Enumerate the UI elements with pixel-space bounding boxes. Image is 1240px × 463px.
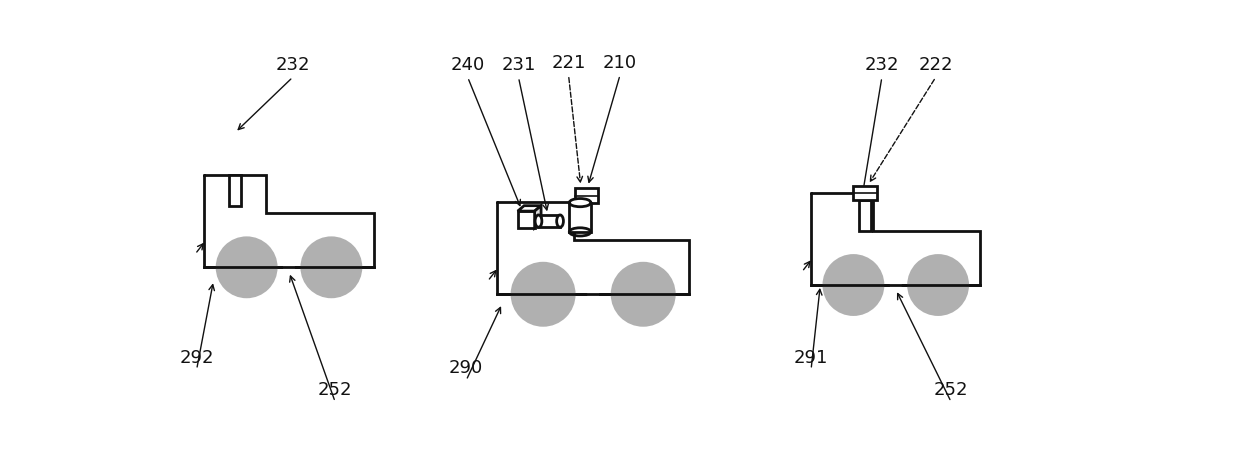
Circle shape [303,238,361,297]
Bar [569,203,590,232]
Text: 290: 290 [449,359,484,377]
Ellipse shape [557,215,563,227]
Circle shape [613,263,675,325]
Ellipse shape [569,199,590,206]
Circle shape [284,263,294,272]
Ellipse shape [536,215,542,227]
Bar [859,200,872,231]
Text: 291: 291 [794,349,828,367]
Bar [538,215,560,227]
Polygon shape [517,206,541,211]
Circle shape [825,256,883,314]
Text: 240: 240 [450,56,485,74]
Polygon shape [534,206,541,228]
Text: 222: 222 [919,56,954,74]
Circle shape [589,290,598,299]
Text: 232: 232 [275,56,310,74]
Circle shape [512,263,574,325]
Circle shape [217,238,277,297]
Text: 292: 292 [180,349,213,367]
Bar [229,175,242,206]
Text: 231: 231 [501,56,536,74]
Text: 210: 210 [603,54,637,72]
Circle shape [909,256,967,314]
Circle shape [892,281,900,290]
Text: 252: 252 [317,381,352,399]
Bar [517,211,534,228]
Text: 252: 252 [934,381,968,399]
Bar [853,186,877,200]
Text: 221: 221 [552,54,585,72]
Text: 232: 232 [864,56,899,74]
Bar [574,188,598,203]
